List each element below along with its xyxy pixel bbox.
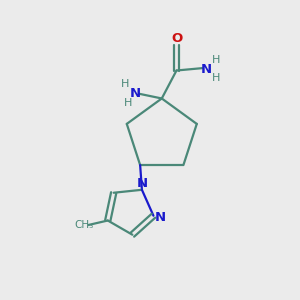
Text: H: H (124, 98, 132, 108)
Text: H: H (212, 55, 220, 65)
Text: H: H (122, 79, 130, 89)
Text: CH₃: CH₃ (75, 220, 94, 230)
Text: N: N (137, 177, 148, 190)
Text: N: N (129, 87, 140, 100)
Text: H: H (212, 73, 220, 83)
Text: N: N (154, 211, 166, 224)
Text: O: O (171, 32, 182, 45)
Text: N: N (201, 63, 212, 76)
